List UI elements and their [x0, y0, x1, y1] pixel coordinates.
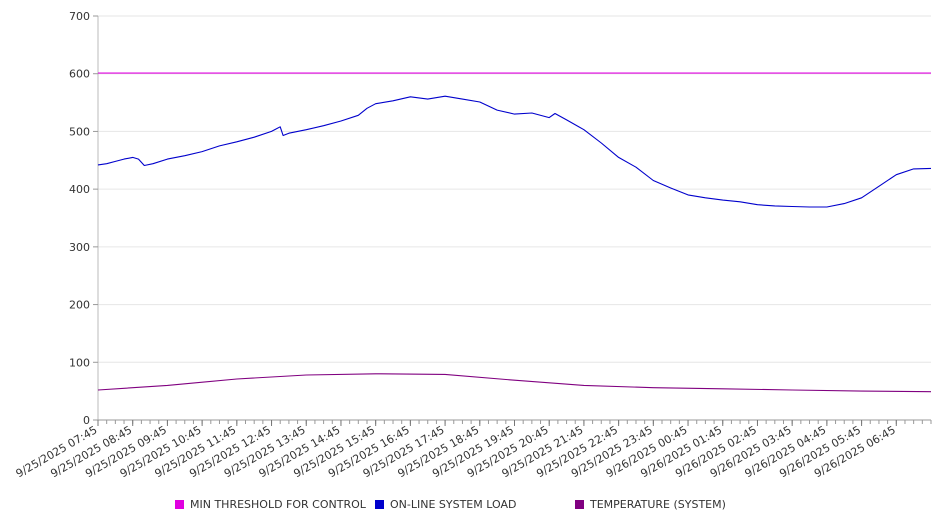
y-tick-label: 0 — [83, 414, 90, 427]
legend-label: MIN THRESHOLD FOR CONTROL — [190, 498, 366, 511]
legend-label: TEMPERATURE (SYSTEM) — [590, 498, 726, 511]
series-line-temperature-system — [97, 373, 932, 393]
y-tick-label: 500 — [69, 125, 90, 138]
legend-item-temperature[interactable]: TEMPERATURE (SYSTEM) — [575, 498, 726, 511]
series-lines — [97, 72, 932, 393]
axes — [97, 16, 931, 421]
legend-label: ON-LINE SYSTEM LOAD — [390, 498, 517, 511]
legend-item-system-load[interactable]: ON-LINE SYSTEM LOAD — [375, 498, 516, 511]
series-line-on-line-system-load — [97, 95, 932, 208]
y-tick-label: 100 — [69, 356, 90, 369]
y-axis-ticks: 0 100 200 300 400 500 600 700 — [69, 10, 98, 427]
y-tick-label: 200 — [69, 299, 90, 312]
y-tick-label: 400 — [69, 183, 90, 196]
legend-item-min-threshold[interactable]: MIN THRESHOLD FOR CONTROL — [175, 498, 366, 511]
legend: MIN THRESHOLD FOR CONTROL ON-LINE SYSTEM… — [0, 498, 946, 516]
legend-swatch — [575, 500, 584, 509]
x-axis-ticks: 9/25/2025 07:459/25/2025 08:459/25/2025 … — [14, 420, 932, 480]
gridlines — [98, 15, 931, 363]
y-tick-label: 700 — [69, 10, 90, 23]
legend-swatch — [175, 500, 184, 509]
y-tick-label: 600 — [69, 68, 90, 81]
y-tick-label: 300 — [69, 241, 90, 254]
legend-swatch — [375, 500, 384, 509]
